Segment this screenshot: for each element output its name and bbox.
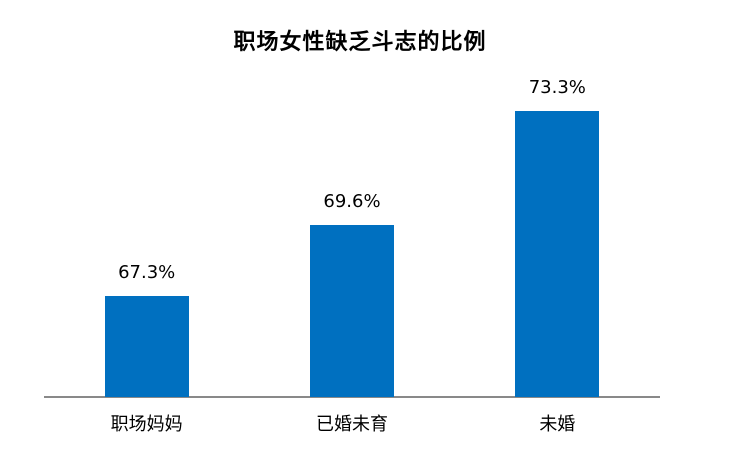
- bar-value-label: 69.6%: [323, 191, 381, 212]
- bar-group: 67.3% 职场妈妈: [44, 60, 249, 435]
- bar-value-label: 67.3%: [118, 262, 176, 283]
- bar: [104, 296, 189, 397]
- category-label: 已婚未育: [315, 414, 388, 435]
- bar-value-label: 73.3%: [528, 77, 586, 98]
- plot-area: 67.3% 职场妈妈 69.6% 已婚未育 73.3% 未婚: [44, 60, 660, 435]
- bar-group: 73.3% 未婚: [455, 60, 660, 435]
- chart-title: 职场女性缺乏斗志的比例: [233, 30, 487, 55]
- bar: [515, 111, 600, 397]
- category-label: 未婚: [539, 414, 576, 435]
- bar-group: 69.6% 已婚未育: [249, 60, 454, 435]
- x-axis-line: [44, 396, 660, 398]
- category-label: 职场妈妈: [110, 414, 183, 435]
- bar: [309, 225, 394, 397]
